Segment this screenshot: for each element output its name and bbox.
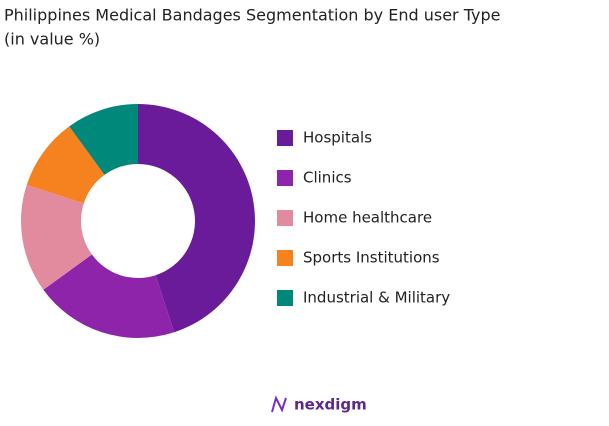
legend-label: Sports Institutions [303,249,440,267]
logo-icon [271,395,287,413]
legend-label: Industrial & Military [303,289,450,307]
legend-label: Hospitals [303,129,372,147]
donut-segment [69,104,138,175]
legend-swatch [277,210,293,226]
donut-segment [138,104,256,333]
donut-segment [21,184,92,290]
donut-segment [43,254,175,339]
legend-label: Home healthcare [303,209,432,227]
logo: nexdigm [271,395,367,414]
legend-swatch [277,250,293,266]
donut-segment [26,126,105,204]
chart-subtitle: (in value %) [4,30,100,49]
legend-label: Clinics [303,169,352,187]
legend-swatch [277,130,293,146]
legend-swatch [277,290,293,306]
logo-text: nexdigm [294,396,367,414]
chart-title: Philippines Medical Bandages Segmentatio… [4,6,500,25]
legend-swatch [277,170,293,186]
